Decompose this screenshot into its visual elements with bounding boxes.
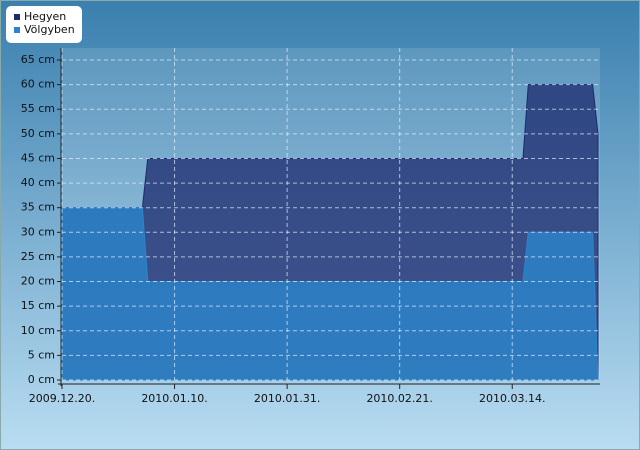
x-tick-label: 2010.03.14. [479,392,545,405]
y-tick-label: 35 cm [21,201,55,214]
y-tick-label: 25 cm [21,250,55,263]
y-tick-label: 65 cm [21,53,55,66]
y-tick-label: 30 cm [21,225,55,238]
legend [6,6,82,43]
y-tick-label: 10 cm [21,324,55,337]
x-tick-label: 2009.12.20. [29,392,95,405]
legend-label: Völgyben [24,23,75,36]
x-tick-label: 2010.02.21. [366,392,432,405]
y-tick-label: 40 cm [21,176,55,189]
y-tick-label: 20 cm [21,275,55,288]
legend-label: Hegyen [24,10,66,23]
x-tick-label: 2010.01.31. [254,392,320,405]
legend-swatch [14,27,20,33]
y-tick-label: 5 cm [28,348,55,361]
y-tick-label: 55 cm [21,102,55,115]
y-tick-label: 0 cm [28,373,55,386]
y-tick-label: 15 cm [21,299,55,312]
legend-swatch [14,14,20,20]
x-tick-label: 2010.01.10. [141,392,207,405]
y-tick-label: 45 cm [21,151,55,164]
y-tick-label: 50 cm [21,127,55,140]
y-tick-label: 60 cm [21,78,55,91]
